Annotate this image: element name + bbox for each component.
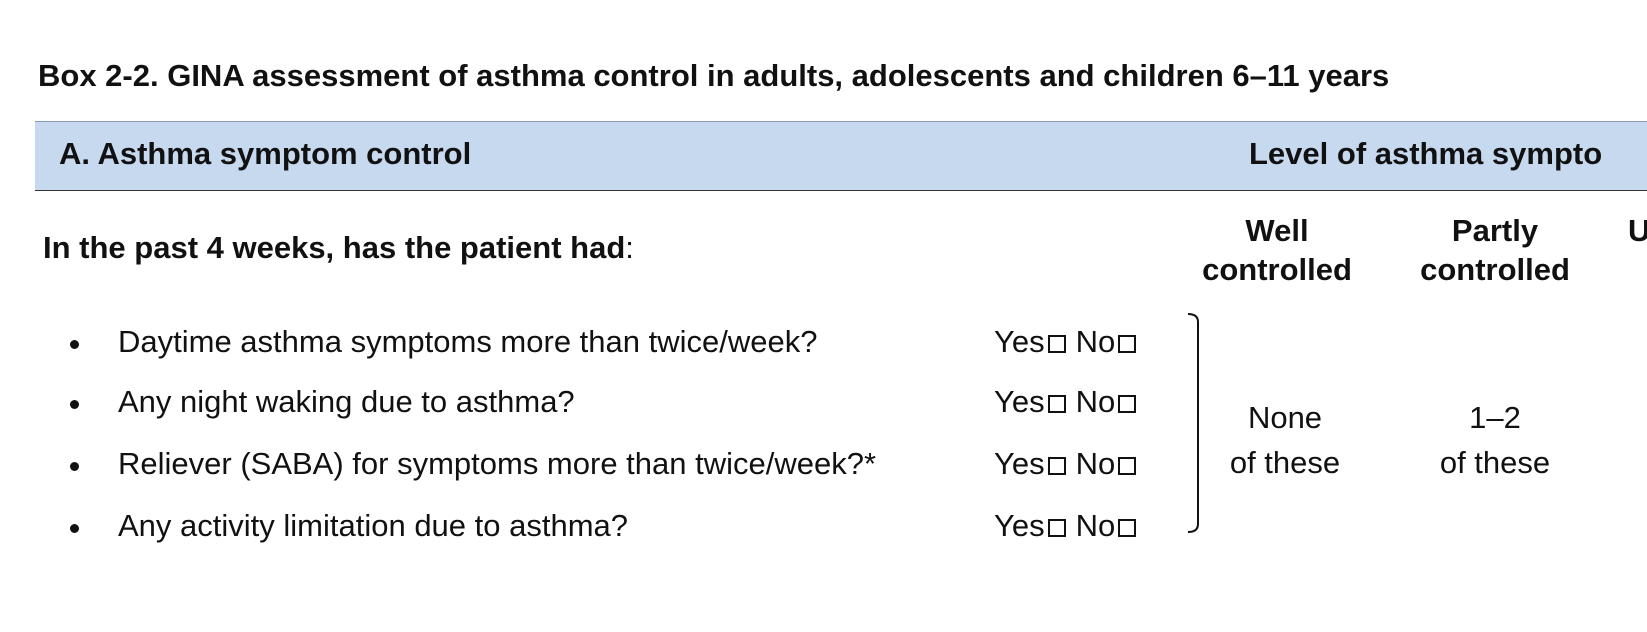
yes-checkbox[interactable] xyxy=(1047,457,1066,475)
yes-checkbox[interactable] xyxy=(1047,335,1066,353)
section-header-band: A. Asthma symptom control Level of asthm… xyxy=(35,121,1647,191)
no-label: No xyxy=(1075,446,1116,481)
partly-summary-line1: 1–2 xyxy=(1469,400,1521,435)
column-header-partly-controlled: Partly controlled xyxy=(1390,211,1600,290)
no-label: No xyxy=(1075,324,1116,359)
column-header-well-controlled: Well controlled xyxy=(1172,211,1382,290)
no-label: No xyxy=(1075,508,1116,543)
column-header-partly-line1: Partly xyxy=(1451,213,1539,248)
yes-checkbox[interactable] xyxy=(1047,395,1066,413)
no-checkbox[interactable] xyxy=(1118,457,1137,475)
yes-label: Yes xyxy=(994,384,1045,419)
list-item-text: Any activity limitation due to asthma? xyxy=(118,508,629,543)
well-controlled-criteria: None of these xyxy=(1210,396,1360,486)
yes-label: Yes xyxy=(994,446,1045,481)
question-prompt-suffix: : xyxy=(625,230,634,265)
yes-no-options: Yes No xyxy=(994,446,1146,482)
question-prompt: In the past 4 weeks, has the patient had… xyxy=(43,230,634,266)
grouping-bracket-icon xyxy=(1187,313,1199,533)
column-header-uncontrolled-partial: U xyxy=(1628,213,1647,248)
yes-no-options: Yes No xyxy=(994,324,1146,360)
no-checkbox[interactable] xyxy=(1118,335,1137,353)
section-title: A. Asthma symptom control xyxy=(59,136,472,171)
column-header-well-line1: Well xyxy=(1245,213,1309,248)
control-level-heading: Level of asthma sympto xyxy=(1249,136,1603,171)
no-label: No xyxy=(1075,384,1116,419)
well-summary-line2: of these xyxy=(1229,444,1341,480)
yes-label: Yes xyxy=(994,508,1045,543)
column-header-partly-line2: controlled xyxy=(1420,252,1570,288)
no-checkbox[interactable] xyxy=(1118,519,1137,537)
list-item-text: Any night waking due to asthma? xyxy=(118,384,575,419)
well-summary-line1: None xyxy=(1247,400,1323,435)
list-item-text: Daytime asthma symptoms more than twice/… xyxy=(118,324,818,359)
box-title: Box 2-2. GINA assessment of asthma contr… xyxy=(38,58,1390,93)
list-item-text: Reliever (SABA) for symptoms more than t… xyxy=(118,446,877,481)
no-checkbox[interactable] xyxy=(1118,395,1137,413)
column-header-well-line2: controlled xyxy=(1202,252,1352,288)
yes-no-options: Yes No xyxy=(994,508,1146,544)
question-prompt-bold: In the past 4 weeks, has the patient had xyxy=(43,230,626,265)
yes-label: Yes xyxy=(994,324,1045,359)
yes-checkbox[interactable] xyxy=(1047,519,1066,537)
partly-summary-line2: of these xyxy=(1439,444,1551,480)
partly-controlled-criteria: 1–2 of these xyxy=(1420,396,1570,486)
yes-no-options: Yes No xyxy=(994,384,1146,420)
